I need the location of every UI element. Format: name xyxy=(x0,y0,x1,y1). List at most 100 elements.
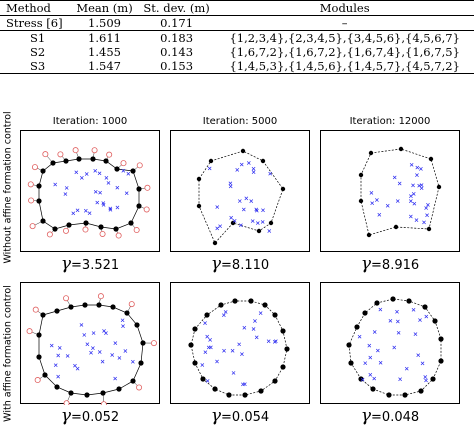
gamma-metric: γ=8.916 xyxy=(320,254,460,274)
agent-marker xyxy=(36,198,41,203)
agent-marker xyxy=(63,158,68,163)
agent-marker xyxy=(82,302,87,307)
target-cross-marker xyxy=(369,373,372,376)
gamma-value: =8.110 xyxy=(221,258,269,273)
agent-marker xyxy=(402,392,407,397)
agent-marker xyxy=(242,392,247,397)
agent-marker xyxy=(100,390,105,395)
target-cross-marker xyxy=(203,322,206,325)
formation-plot xyxy=(21,131,161,253)
agent-marker xyxy=(192,360,197,365)
target-cross-marker xyxy=(409,215,412,218)
target-cross-marker xyxy=(92,331,95,334)
target-cross-marker xyxy=(252,327,255,330)
target-cross-marker xyxy=(364,362,367,365)
iteration-label: Iteration: 1000 xyxy=(20,116,160,127)
target-cross-marker xyxy=(232,371,235,374)
initial-position-marker xyxy=(144,207,149,212)
target-cross-marker xyxy=(230,216,233,219)
agent-marker xyxy=(90,156,95,161)
target-cross-marker xyxy=(252,171,255,174)
gamma-symbol: γ xyxy=(361,254,371,274)
target-cross-marker xyxy=(397,331,400,334)
agent-marker xyxy=(136,186,141,191)
plot-panel xyxy=(170,130,310,252)
target-cross-marker xyxy=(368,344,371,347)
target-cross-marker xyxy=(96,201,99,204)
agent-marker xyxy=(362,310,367,315)
initial-position-marker xyxy=(30,224,35,229)
gamma-symbol: γ xyxy=(361,406,371,426)
target-cross-marker xyxy=(107,181,110,184)
target-cross-marker xyxy=(72,212,75,215)
target-cross-marker xyxy=(91,347,94,350)
target-cross-marker xyxy=(373,377,376,380)
target-cross-marker xyxy=(415,174,418,177)
agent-marker xyxy=(52,226,57,231)
initial-position-marker xyxy=(134,227,139,232)
target-cross-marker xyxy=(131,360,134,363)
target-cross-marker xyxy=(50,344,53,347)
agent-marker xyxy=(280,328,285,333)
target-cross-marker xyxy=(261,220,264,223)
target-cross-marker xyxy=(240,353,243,356)
target-cross-marker xyxy=(116,186,119,189)
initial-position-marker xyxy=(136,385,141,390)
target-cross-marker xyxy=(224,310,227,313)
agent-marker xyxy=(374,300,379,305)
cell-method: Stress [6] xyxy=(0,16,71,31)
header-modules: Modules xyxy=(215,1,474,16)
target-cross-marker xyxy=(222,314,225,317)
cell-mean: 1.509 xyxy=(71,16,138,31)
target-cross-marker xyxy=(116,206,119,209)
agent-marker xyxy=(68,390,73,395)
gamma-symbol: γ xyxy=(211,254,221,274)
target-cross-marker xyxy=(238,343,241,346)
gamma-value: =3.521 xyxy=(71,258,119,273)
target-cross-marker xyxy=(267,340,270,343)
target-cross-marker xyxy=(396,199,399,202)
target-cross-marker xyxy=(215,360,218,363)
target-cross-marker xyxy=(99,191,102,194)
agent-marker xyxy=(136,203,141,208)
initial-position-marker xyxy=(129,301,134,306)
target-cross-marker xyxy=(206,335,209,338)
target-cross-marker xyxy=(412,192,415,195)
target-cross-marker xyxy=(73,364,76,367)
initial-position-marker xyxy=(145,185,150,190)
target-cross-marker xyxy=(118,356,121,359)
agent-marker xyxy=(113,226,118,231)
initial-position-marker xyxy=(47,232,52,237)
formation-plot xyxy=(171,283,311,405)
initial-position-marker xyxy=(63,296,68,301)
target-cross-marker xyxy=(414,333,417,336)
target-cross-marker xyxy=(242,208,245,211)
initial-position-marker xyxy=(98,294,103,299)
target-cross-marker xyxy=(229,182,232,185)
target-cross-marker xyxy=(370,191,373,194)
initial-position-marker xyxy=(32,165,37,170)
agent-marker xyxy=(134,322,139,327)
agent-marker xyxy=(40,312,45,317)
target-cross-marker xyxy=(256,221,259,224)
initial-position-marker xyxy=(29,198,34,203)
target-cross-marker xyxy=(413,202,416,205)
target-cross-marker xyxy=(102,329,105,332)
target-cross-marker xyxy=(83,333,86,336)
plot-panel xyxy=(20,282,160,404)
agent-marker xyxy=(130,378,135,383)
target-cross-marker xyxy=(114,342,117,345)
row-label: Without affine formation control xyxy=(3,124,14,264)
agent-marker xyxy=(386,392,391,397)
cell-method: S1 xyxy=(0,31,71,46)
agent-marker xyxy=(346,342,351,347)
agent-marker xyxy=(367,233,371,237)
initial-position-marker xyxy=(92,148,97,153)
plot-panel xyxy=(20,130,160,252)
target-cross-marker xyxy=(238,199,241,202)
agent-marker xyxy=(422,304,427,309)
target-cross-marker xyxy=(416,166,419,169)
target-cross-marker xyxy=(268,229,271,232)
agent-marker xyxy=(438,358,443,363)
agent-marker xyxy=(272,312,277,317)
